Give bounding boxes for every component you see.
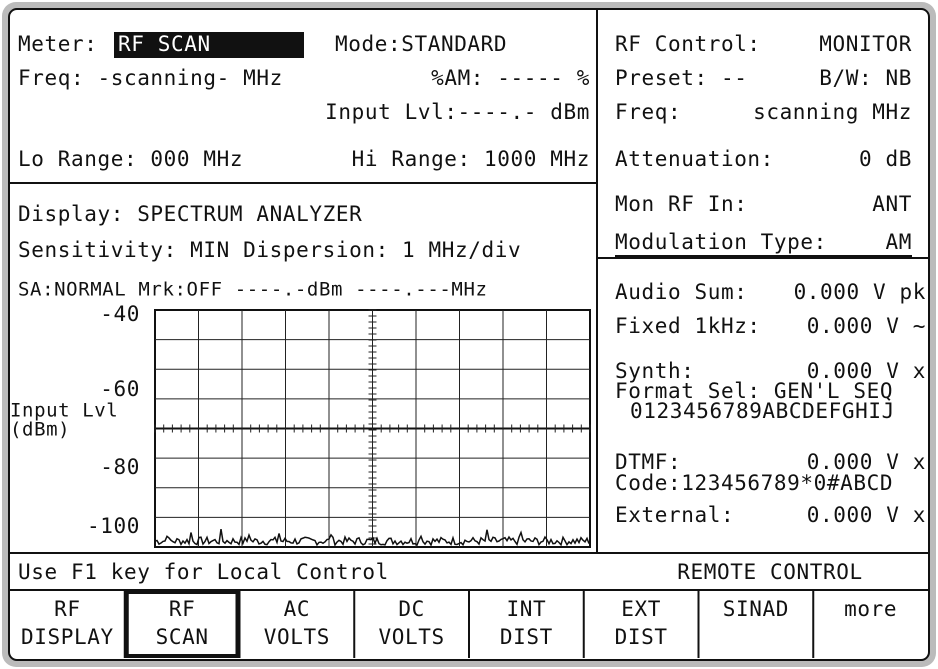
marker: SA:NORMAL Mrk:OFF ----.-dBm ----.---MHz <box>18 279 488 301</box>
input-lvl: Input Lvl:----.- dBm <box>325 100 590 124</box>
softkey-label[interactable]: EXT <box>621 597 661 621</box>
rf-value: MONITOR <box>819 32 912 56</box>
rf-value: AM <box>886 230 913 254</box>
rf-label: Attenuation: <box>615 147 774 171</box>
audio-value: 0.000 V pk <box>794 280 926 304</box>
audio-value: 0.000 V x <box>807 503 926 527</box>
audio-label: Fixed 1kHz: <box>615 314 761 338</box>
audio-label: Audio Sum: <box>615 280 747 304</box>
lo-range: Lo Range: 000 MHz <box>18 147 243 171</box>
y-tick-label: -80 <box>100 455 140 479</box>
y-tick-label: -60 <box>100 377 140 401</box>
label: Meter: <box>18 32 97 56</box>
rf-label: Preset: -- <box>615 66 747 90</box>
softkey-label[interactable]: DIST <box>615 625 668 649</box>
softkey-label[interactable]: VOLTS <box>379 625 445 649</box>
softkey-label[interactable]: VOLTS <box>264 625 330 649</box>
rf-value: scanning MHz <box>753 100 912 124</box>
y-tick-label: -100 <box>87 514 140 538</box>
audio-value: 0.000 V ~ <box>807 314 926 338</box>
meter-value: RF SCAN <box>118 32 211 56</box>
rf-value: 0 dB <box>859 147 912 171</box>
rf-label: RF Control: <box>615 32 761 56</box>
code: Code:123456789*0#ABCD <box>615 471 893 495</box>
softkey-label[interactable]: DIST <box>500 625 553 649</box>
hi-range: Hi Range: 1000 MHz <box>352 147 590 171</box>
audio-label: External: <box>615 503 734 527</box>
sensitivity: Sensitivity: MIN Dispersion: 1 MHz/div <box>18 238 521 262</box>
mode: Mode:STANDARD <box>335 32 507 56</box>
rf-label: Freq: <box>615 100 681 124</box>
instrument-screen: Meter: RF SCAN Mode:STANDARD Freq: -scan… <box>0 0 938 669</box>
softkey-label[interactable]: INT <box>507 597 547 621</box>
rf-label: Mon RF In: <box>615 192 747 216</box>
status-hint: Use F1 key for Local Control <box>18 560 389 584</box>
softkey-label[interactable]: AC <box>284 597 311 621</box>
sequence: 0123456789ABCDEFGHIJ <box>630 399 895 423</box>
am: %AM: ----- % <box>431 66 590 90</box>
freq: Freq: -scanning- MHz <box>18 66 283 90</box>
softkey-label[interactable]: DC <box>398 597 425 621</box>
rf-value: ANT <box>872 192 912 216</box>
status-mode: REMOTE CONTROL <box>677 560 862 584</box>
softkey-label[interactable]: DISPLAY <box>21 625 114 649</box>
softkey-label[interactable]: more <box>844 597 897 621</box>
softkey-label[interactable]: SCAN <box>156 625 209 649</box>
display: Display: SPECTRUM ANALYZER <box>18 202 362 226</box>
softkey-label[interactable]: RF <box>169 597 196 621</box>
softkey-label[interactable]: SINAD <box>723 597 789 621</box>
rf-label: Modulation Type: <box>615 230 827 254</box>
softkey-label[interactable]: RF <box>54 597 81 621</box>
y-tick-label: -40 <box>100 302 140 326</box>
rf-value: B/W: NB <box>819 66 912 90</box>
y-title: (dBm) <box>10 419 70 441</box>
